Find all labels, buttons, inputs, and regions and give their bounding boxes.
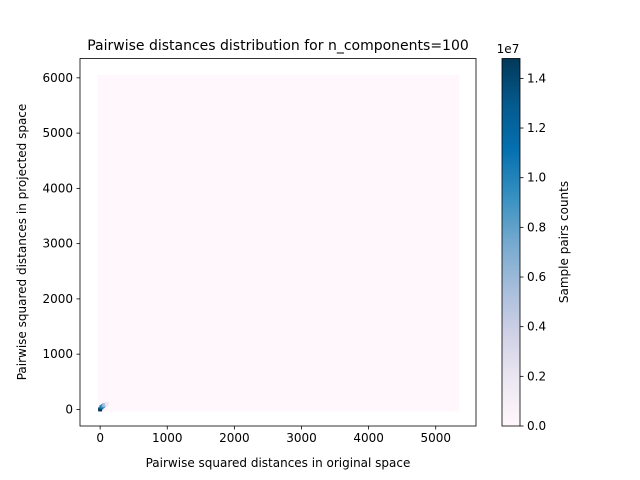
colorbar-gradient xyxy=(501,58,521,427)
colorbar-tick-label: 1.2 xyxy=(527,121,546,135)
x-axis: 0 1000 2000 3000 4000 5000 xyxy=(96,426,451,445)
y-tick-label: 2000 xyxy=(42,292,73,306)
colorbar-tick-label: 0.0 xyxy=(527,419,546,433)
plot-area xyxy=(79,58,477,427)
y-tick-label: 6000 xyxy=(42,71,73,85)
heatmap-cell xyxy=(104,401,109,406)
x-tick-label: 1000 xyxy=(152,431,183,445)
colorbar-tick-label: 0.6 xyxy=(527,270,546,284)
x-tick-label: 5000 xyxy=(420,431,451,445)
y-tick-label: 0 xyxy=(65,402,73,416)
chart-title: Pairwise distances distribution for n_co… xyxy=(87,38,469,54)
colorbar: 0.0 0.2 0.4 0.6 0.8 1.0 1.2 1.4 1e7 Sample pair… xyxy=(497,42,571,433)
heatmap-cell xyxy=(98,407,103,412)
y-tick-label: 4000 xyxy=(42,181,73,195)
colorbar-offset-text: 1e7 xyxy=(497,42,520,56)
y-tick-label: 1000 xyxy=(42,347,73,361)
y-axis-label: Pairwise squared distances in projected … xyxy=(15,104,29,381)
y-tick-label: 3000 xyxy=(42,237,73,251)
y-tick-label: 5000 xyxy=(42,126,73,140)
colorbar-tick-label: 0.4 xyxy=(527,320,546,334)
plot-frame xyxy=(79,58,477,427)
heatmap-background xyxy=(97,75,460,412)
heatmap-cell xyxy=(102,403,107,407)
colorbar-tick-label: 0.8 xyxy=(527,220,546,234)
colorbar-tick-label: 1.4 xyxy=(527,71,546,85)
colorbar-tick-label: 0.2 xyxy=(527,369,546,383)
x-axis-label: Pairwise squared distances in original s… xyxy=(146,456,411,470)
x-tick-label: 3000 xyxy=(286,431,317,445)
colorbar-ticks: 0.0 0.2 0.4 0.6 0.8 1.0 1.2 1.4 xyxy=(520,71,546,433)
x-tick-label: 4000 xyxy=(353,431,384,445)
colorbar-label: Sample pairs counts xyxy=(557,181,571,303)
x-tick-label: 2000 xyxy=(219,431,250,445)
colorbar-tick-label: 1.0 xyxy=(527,171,546,185)
heatmap-cells xyxy=(98,401,109,412)
y-axis: 0 1000 2000 3000 4000 5000 6000 xyxy=(42,71,80,416)
x-tick-label: 0 xyxy=(96,431,104,445)
